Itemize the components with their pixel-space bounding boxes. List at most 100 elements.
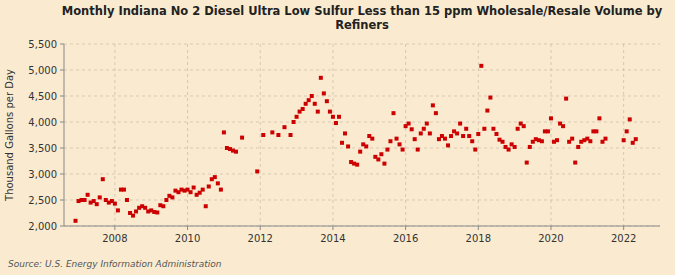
point — [355, 163, 359, 167]
point — [213, 175, 217, 179]
point — [507, 148, 511, 152]
title-line: Monthly Indiana No 2 Diesel Ultra Low Su… — [62, 4, 663, 18]
point — [316, 110, 320, 114]
point — [634, 137, 638, 141]
point — [422, 127, 426, 131]
point — [488, 96, 492, 100]
point — [216, 181, 220, 185]
point — [470, 139, 474, 143]
point — [325, 99, 329, 103]
tick-label: 5,000 — [28, 65, 57, 76]
y-axis-line — [64, 44, 65, 226]
point — [113, 202, 117, 206]
point — [443, 137, 447, 141]
point — [340, 141, 344, 145]
grid-line — [64, 200, 660, 201]
point — [549, 116, 553, 120]
point — [392, 111, 396, 115]
grid-line — [64, 122, 660, 123]
point — [83, 198, 87, 202]
y-axis-label: Thousand Gallons per Day — [4, 69, 15, 202]
point — [170, 195, 174, 199]
tick-label: 2014 — [320, 233, 345, 244]
point — [143, 206, 147, 210]
point — [234, 150, 238, 154]
point — [322, 91, 326, 95]
point — [131, 214, 135, 218]
tick — [60, 96, 64, 97]
point — [307, 98, 311, 102]
point — [631, 141, 635, 145]
point — [86, 193, 90, 197]
point — [434, 111, 438, 115]
title-line: Refiners — [335, 18, 389, 32]
point — [473, 148, 477, 152]
point — [528, 145, 532, 149]
point — [416, 148, 420, 152]
point — [482, 127, 486, 131]
tick-label: 4,000 — [28, 117, 57, 128]
point — [564, 97, 568, 101]
point — [74, 219, 78, 223]
point — [597, 116, 601, 120]
point — [461, 134, 465, 138]
point — [334, 121, 338, 125]
point — [516, 127, 520, 131]
point — [446, 143, 450, 147]
point — [292, 120, 296, 124]
point — [388, 139, 392, 143]
point — [116, 208, 120, 212]
chart: Monthly Indiana No 2 Diesel Ultra Low Su… — [0, 0, 675, 275]
point — [204, 204, 208, 208]
grid-line — [114, 44, 115, 226]
tick — [60, 200, 64, 201]
background — [0, 0, 675, 275]
grid-line — [64, 70, 660, 71]
point — [192, 186, 196, 190]
grid-line — [64, 174, 660, 175]
point — [313, 102, 317, 106]
tick-label: 4,500 — [28, 91, 57, 102]
point — [628, 117, 632, 121]
point — [207, 184, 211, 188]
source: Source: U.S. Energy Information Administ… — [8, 259, 222, 269]
tick-label: 2022 — [611, 233, 636, 244]
x-axis-line — [64, 226, 660, 227]
point — [407, 122, 411, 126]
point — [501, 140, 505, 144]
title: Monthly Indiana No 2 Diesel Ultra Low Su… — [62, 4, 663, 32]
point — [376, 157, 380, 161]
tick — [60, 122, 64, 123]
point — [522, 124, 526, 128]
point — [594, 129, 598, 133]
tick-label: 5,500 — [28, 39, 57, 50]
tick-label: 2010 — [175, 233, 200, 244]
point — [476, 132, 480, 136]
point — [379, 152, 383, 156]
point — [304, 102, 308, 106]
point — [364, 144, 368, 148]
point — [346, 144, 350, 148]
point — [525, 161, 529, 165]
point — [219, 188, 223, 192]
point — [370, 137, 374, 141]
point — [455, 131, 459, 135]
tick-label: 3,500 — [28, 143, 57, 154]
point — [494, 132, 498, 136]
point — [425, 122, 429, 126]
grid-line — [550, 44, 551, 226]
point — [395, 137, 399, 141]
tick — [60, 44, 64, 45]
tick — [550, 226, 551, 230]
grid-line — [332, 44, 333, 226]
point — [122, 188, 126, 192]
grid-line — [64, 96, 660, 97]
point — [319, 76, 323, 80]
tick — [332, 226, 333, 230]
grid-line — [64, 44, 660, 45]
point — [413, 137, 417, 141]
axes: 2,0002,5003,0003,5004,0004,5005,0005,500… — [28, 39, 660, 245]
point — [295, 115, 299, 119]
point — [570, 137, 574, 141]
tick — [60, 174, 64, 175]
